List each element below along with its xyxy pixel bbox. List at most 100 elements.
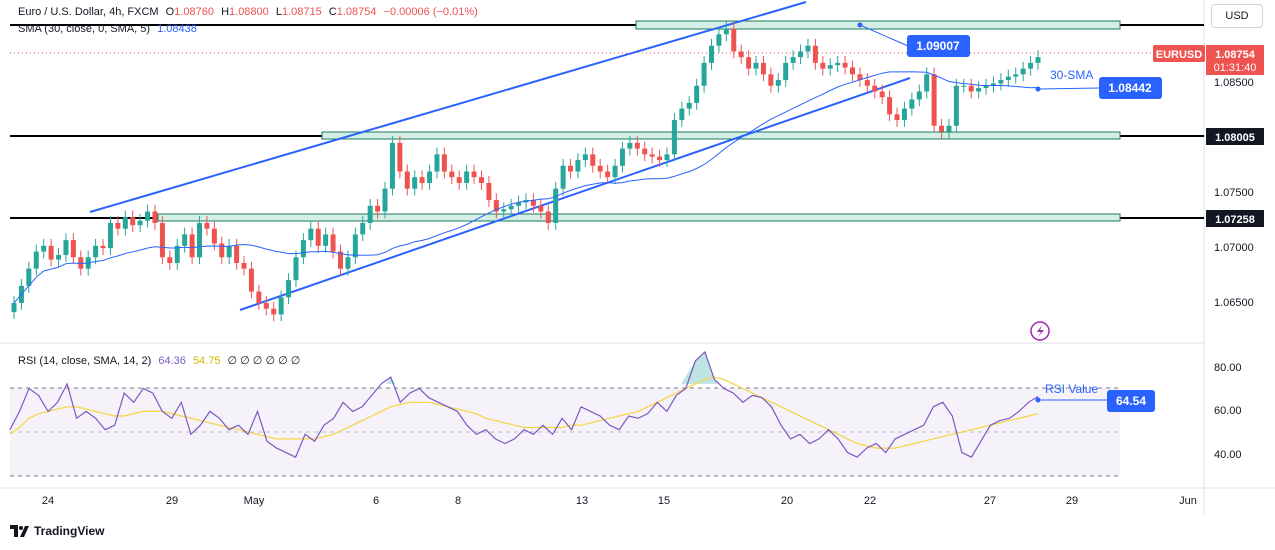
sma-legend[interactable]: SMA (30, close, 0, SMA, 5) 1.08438	[18, 23, 201, 35]
rsi-legend-value: 64.36	[158, 355, 186, 367]
level-badge-1-text: 1.08005	[1215, 132, 1255, 144]
tradingview-logo[interactable]: TradingView	[10, 524, 104, 538]
candle-body	[345, 257, 351, 269]
candle-body	[56, 254, 62, 260]
candle-body	[679, 108, 685, 121]
candle-body	[308, 228, 314, 241]
ohlc-high: 1.08800	[229, 6, 269, 18]
ohlc-open: 1.08760	[174, 6, 214, 18]
candle-body	[419, 177, 425, 183]
rsi-callout-dot	[1035, 397, 1041, 403]
alert-lightning-icon[interactable]	[1030, 321, 1050, 341]
ohlc-close: 1.08754	[336, 6, 377, 18]
resistance-zone	[635, 20, 1121, 30]
candle-body	[501, 209, 507, 212]
time-scale[interactable]: 24 29 May 6 8 13 15 20 22 27 29 Jun	[42, 495, 1197, 507]
candle-body	[337, 251, 343, 269]
candle-body	[872, 85, 878, 92]
candle-body	[93, 245, 99, 258]
candle-body	[152, 211, 158, 223]
candle-body	[41, 245, 47, 252]
candle-body	[263, 302, 269, 309]
candle-body	[768, 74, 774, 86]
rsi-legend[interactable]: RSI (14, close, SMA, 14, 2) 64.36 54.75 …	[18, 354, 304, 367]
candle-body	[1020, 68, 1026, 75]
candle-body	[731, 28, 737, 52]
candle-body	[100, 245, 106, 249]
symbol-tag-text: EURUSD	[1156, 49, 1203, 61]
candle-body	[983, 85, 989, 89]
rsi-ma-line	[9, 376, 1039, 449]
candle-body	[204, 222, 210, 229]
rsi-callout	[1107, 390, 1155, 412]
candle-body	[427, 171, 433, 183]
candle-body	[939, 125, 945, 132]
candle-body	[812, 45, 818, 63]
rsi-ma-legend-value: 54.75	[192, 355, 221, 367]
candle-body	[701, 62, 707, 86]
candle-body	[953, 85, 959, 126]
rsi-overbought-fill	[386, 351, 1034, 384]
candle-body	[709, 45, 715, 63]
candle-body	[627, 142, 633, 149]
candle-body	[553, 188, 559, 223]
resistance-callout-pointer	[859, 24, 909, 47]
candle-body	[300, 240, 306, 258]
candle-body	[323, 234, 329, 246]
candle-body	[375, 205, 381, 212]
ohlc-h-label: H	[221, 6, 230, 18]
ohlc-change: −0.00006 (−0.01%)	[383, 6, 478, 18]
candle-body	[946, 125, 952, 132]
rsi-scale[interactable]: 80.00 60.00 40.00	[1214, 362, 1242, 461]
candle-body	[976, 88, 982, 92]
candle-body	[790, 57, 796, 63]
ohlc-l-label: L	[275, 6, 282, 18]
candle-body	[211, 228, 217, 244]
candle-body	[1035, 57, 1041, 63]
candle-body	[315, 228, 321, 246]
candle-body	[879, 91, 885, 98]
candle-body	[412, 177, 418, 189]
candle-body	[286, 280, 292, 298]
time-tick: Jun	[1179, 495, 1197, 507]
candle-body	[278, 297, 284, 315]
candle-body	[271, 308, 277, 315]
countdown-text: 01:31:40	[1214, 62, 1257, 74]
rsi-tick: 60.00	[1214, 405, 1242, 417]
level-badge-1	[1206, 128, 1264, 145]
currency-button[interactable]: USD	[1211, 4, 1263, 28]
candle-body	[545, 211, 551, 223]
tradingview-logo-text: TradingView	[34, 524, 105, 538]
price-tick: 1.07000	[1214, 242, 1254, 254]
candle-body	[107, 222, 113, 249]
ohlc-c-label: C	[328, 6, 337, 18]
candle-body	[694, 85, 700, 103]
symbol-title: Euro / U.S. Dollar, 4h, FXCM	[18, 6, 159, 18]
price-scale[interactable]: 1.08500 1.07500 1.07000 1.06500	[1214, 77, 1254, 309]
sma-legend-value: 1.08438	[157, 23, 197, 35]
candle-body	[619, 148, 625, 166]
candle-body	[137, 220, 143, 226]
candle-body	[508, 205, 514, 210]
candle-body	[330, 234, 336, 252]
candle-body	[820, 62, 826, 69]
candle-body	[835, 62, 841, 66]
candle-body	[26, 268, 32, 286]
sma-callout-pointer	[1037, 87, 1101, 90]
candle-body	[605, 171, 611, 178]
candle-body	[686, 102, 692, 109]
sma-label: 30-SMA	[1050, 68, 1093, 82]
candle-body	[471, 171, 477, 178]
candle-body	[464, 171, 470, 183]
candle-body	[456, 177, 462, 183]
candle-body	[122, 217, 128, 229]
rsi-legend-placeholders: ∅ ∅ ∅ ∅ ∅ ∅	[227, 355, 301, 367]
candle-body	[538, 205, 544, 212]
candle-body	[449, 171, 455, 178]
candle-body	[389, 142, 395, 189]
candle-body	[634, 142, 640, 149]
sma-callout-dot	[1035, 86, 1041, 92]
candle-body	[924, 74, 930, 92]
price-tick: 1.08500	[1214, 77, 1254, 89]
